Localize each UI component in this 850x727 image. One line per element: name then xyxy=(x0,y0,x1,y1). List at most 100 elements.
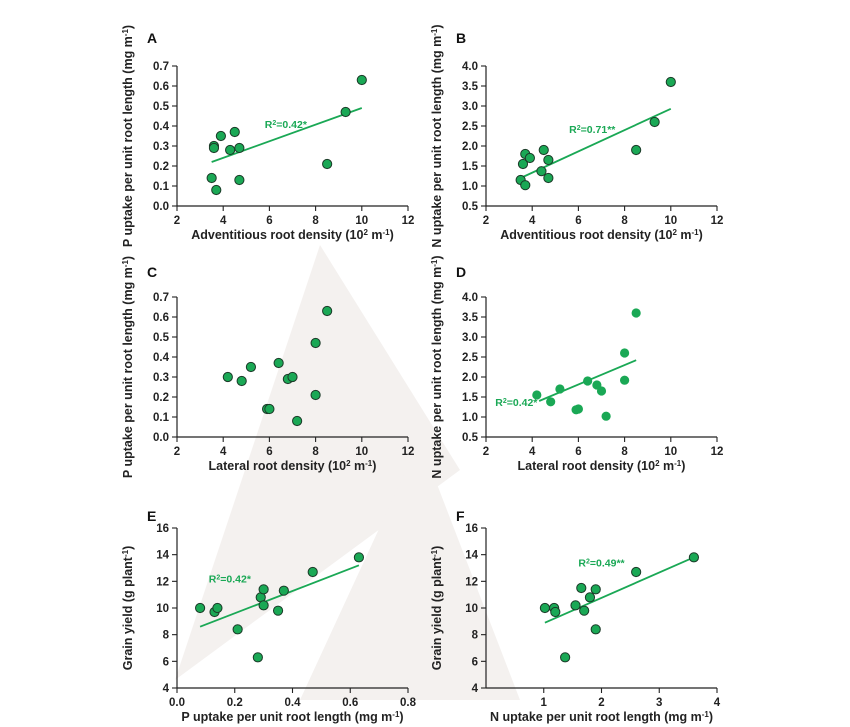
x-tick-label: 10 xyxy=(355,215,368,227)
x-tick-label: 10 xyxy=(664,215,677,227)
data-point xyxy=(234,174,245,186)
y-tick-label: 3.5 xyxy=(462,81,479,93)
x-axis-label: Adventitious root density (102 m-1) xyxy=(191,228,394,243)
regression-line xyxy=(544,556,695,624)
data-point xyxy=(649,116,660,128)
data-point xyxy=(596,386,607,396)
y-axis-label: P uptake per unit root length (mg m-1) xyxy=(121,25,136,247)
data-point xyxy=(543,154,554,166)
data-point xyxy=(590,584,601,595)
data-point xyxy=(225,144,236,156)
y-tick-label: 0.5 xyxy=(153,101,170,113)
regression-line xyxy=(520,107,672,179)
x-tick-label: 8 xyxy=(312,215,319,227)
data-point xyxy=(264,403,275,415)
data-point xyxy=(539,602,551,614)
data-point xyxy=(292,415,303,427)
y-tick-label: 0.2 xyxy=(153,161,169,173)
data-point xyxy=(195,602,206,614)
data-point xyxy=(287,371,298,383)
x-tick-label: 4 xyxy=(220,215,227,227)
data-point xyxy=(307,566,318,578)
data-point xyxy=(258,584,269,595)
y-tick-label: 0.1 xyxy=(153,181,170,193)
data-point xyxy=(536,166,547,177)
y-tick-label: 1.0 xyxy=(462,412,478,424)
data-point xyxy=(356,74,367,86)
data-point xyxy=(583,376,593,386)
y-tick-label: 0.0 xyxy=(153,432,169,444)
y-tick-label: 0.0 xyxy=(153,201,169,213)
y-axis-label: N uptake per unit root length (mg m-1) xyxy=(430,24,445,247)
y-tick-label: 0.1 xyxy=(153,412,170,424)
x-tick-label: 6 xyxy=(266,215,272,227)
panel-letter: A xyxy=(147,30,157,46)
y-tick-label: 0.4 xyxy=(153,121,170,133)
data-point xyxy=(620,348,630,358)
data-point xyxy=(222,371,233,383)
y-tick-label: 0.5 xyxy=(462,201,479,213)
x-tick-label: 6 xyxy=(266,446,272,458)
y-tick-label: 8 xyxy=(163,630,170,642)
regression-line xyxy=(211,107,363,163)
x-tick-label: 3 xyxy=(656,697,662,709)
y-tick-label: 14 xyxy=(465,550,478,562)
x-tick-label: 2 xyxy=(483,215,489,227)
r-squared-label: R2=0.49** xyxy=(578,558,625,570)
data-point xyxy=(570,600,581,611)
y-tick-label: 0.6 xyxy=(153,312,169,324)
x-tick-label: 6 xyxy=(575,215,581,227)
data-point xyxy=(215,130,226,142)
data-point xyxy=(590,624,601,635)
x-tick-label: 2 xyxy=(174,215,180,227)
y-tick-label: 12 xyxy=(156,576,169,588)
panel-letter: B xyxy=(456,30,466,46)
y-tick-label: 3.5 xyxy=(462,312,479,324)
data-point xyxy=(310,337,321,349)
y-tick-label: 8 xyxy=(472,630,479,642)
y-tick-label: 0.6 xyxy=(153,81,169,93)
y-tick-label: 3.0 xyxy=(462,101,478,113)
y-axis-label: P uptake per unit root length (mg m-1) xyxy=(121,256,136,478)
y-tick-label: 14 xyxy=(156,550,169,562)
r-squared-label: R2=0.42* xyxy=(209,574,252,586)
x-tick-label: 0.8 xyxy=(400,697,417,709)
data-point xyxy=(555,384,565,394)
data-point xyxy=(212,602,223,614)
data-point xyxy=(546,397,556,407)
data-point xyxy=(252,652,263,663)
y-tick-label: 2.0 xyxy=(462,141,478,153)
data-point xyxy=(322,158,333,170)
panel-e: E 4 6 8 10 12 14 16 0.0 0.2 0.4 0.6 0.8P uptake per … xyxy=(121,508,417,724)
y-tick-label: 6 xyxy=(472,656,478,668)
x-axis-label: Adventitious root density (102 m-1) xyxy=(500,228,703,243)
data-point xyxy=(322,305,333,317)
x-tick-label: 4 xyxy=(529,446,536,458)
x-axis-label: Lateral root density (102 m-1) xyxy=(209,459,377,474)
y-tick-label: 16 xyxy=(465,523,478,535)
x-tick-label: 8 xyxy=(621,446,628,458)
y-tick-label: 0.7 xyxy=(153,292,169,304)
data-point xyxy=(601,411,611,421)
background-watermark xyxy=(175,245,520,700)
r-squared-label: R2=0.71** xyxy=(569,124,616,136)
y-tick-label: 4 xyxy=(163,683,170,695)
x-tick-label: 0.2 xyxy=(227,697,243,709)
y-tick-label: 0.3 xyxy=(153,372,169,384)
y-tick-label: 10 xyxy=(465,603,478,615)
data-point xyxy=(517,158,529,170)
y-tick-label: 1.5 xyxy=(462,161,479,173)
data-point xyxy=(576,582,587,594)
data-point xyxy=(310,389,321,401)
panel-c: C 0.0 0.1 0.2 0.3 0.4 0.5 0.6 0.7 2 4 6 8 10 12 Lateral… xyxy=(121,256,415,478)
r-squared-label: R2=0.42* xyxy=(265,119,308,131)
r-squared-label: R2=0.42* xyxy=(495,397,538,409)
data-point xyxy=(543,172,554,184)
data-point xyxy=(579,605,590,616)
data-point xyxy=(688,552,700,563)
x-tick-label: 2 xyxy=(598,697,604,709)
data-point xyxy=(208,142,220,154)
y-tick-label: 0.5 xyxy=(153,332,170,344)
x-tick-label: 4 xyxy=(529,215,536,227)
